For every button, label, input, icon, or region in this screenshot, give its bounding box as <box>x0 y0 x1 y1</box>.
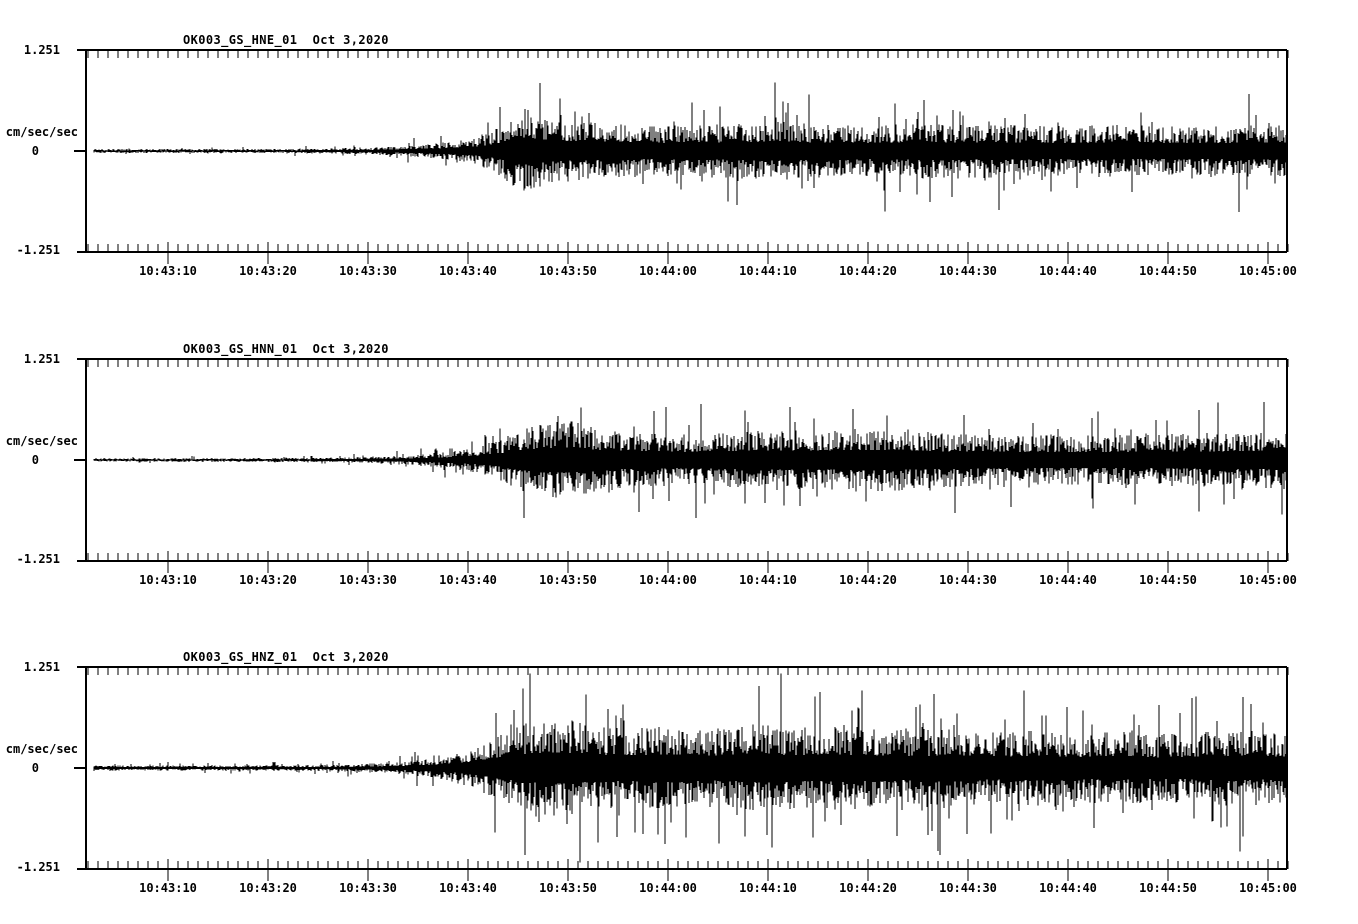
major-ticks <box>167 859 1269 881</box>
minor-ticks <box>87 50 1289 252</box>
major-ticks <box>167 551 1269 573</box>
x-tick-label: 10:43:40 <box>439 881 497 895</box>
x-tick-label: 10:44:30 <box>939 573 997 587</box>
chart-title-hnz: OK003_GS_HNZ_01 Oct 3,2020 <box>183 650 389 664</box>
x-tick-label: 10:43:10 <box>139 264 197 278</box>
plot-frame <box>74 358 1288 562</box>
chart-title-hnn: OK003_GS_HNN_01 Oct 3,2020 <box>183 342 389 356</box>
y-axis-zero-label: 0 <box>31 453 39 467</box>
x-tick-label: 10:44:30 <box>939 264 997 278</box>
y-axis-zero-label: 0 <box>31 144 39 158</box>
waveform-trace <box>93 673 1288 863</box>
y-axis-min-label: -1.251 <box>16 243 60 257</box>
minor-ticks <box>87 667 1289 869</box>
x-tick-label: 10:44:40 <box>1039 881 1097 895</box>
x-tick-label: 10:43:20 <box>239 881 297 895</box>
x-tick-label: 10:44:10 <box>739 573 797 587</box>
y-axis-unit-label: cm/sec/sec <box>5 742 78 756</box>
major-ticks <box>167 242 1269 264</box>
y-axis-max-label: 1.251 <box>23 352 60 366</box>
x-tick-label: 10:44:00 <box>639 573 697 587</box>
x-tick-label: 10:45:00 <box>1239 881 1297 895</box>
x-tick-label: 10:43:20 <box>239 264 297 278</box>
y-axis-unit-label: cm/sec/sec <box>5 434 78 448</box>
waveform-plot-hne <box>74 49 1289 264</box>
x-tick-label: 10:43:10 <box>139 573 197 587</box>
y-axis-unit-label: cm/sec/sec <box>5 125 78 139</box>
seismogram-panel-hnn: OK003_GS_HNN_01 Oct 3,2020 1.251 cm/sec/… <box>0 309 1358 609</box>
x-tick-label: 10:44:20 <box>839 264 897 278</box>
x-tick-label: 10:44:20 <box>839 881 897 895</box>
x-tick-label: 10:44:30 <box>939 881 997 895</box>
x-tick-label: 10:43:50 <box>539 264 597 278</box>
x-tick-label: 10:44:10 <box>739 264 797 278</box>
x-tick-label: 10:44:20 <box>839 573 897 587</box>
seismogram-panel-hnz: OK003_GS_HNZ_01 Oct 3,2020 1.251 cm/sec/… <box>0 617 1358 917</box>
x-tick-label: 10:43:40 <box>439 264 497 278</box>
waveform-plot-hnn <box>74 358 1289 573</box>
x-tick-label: 10:44:00 <box>639 881 697 895</box>
y-axis-max-label: 1.251 <box>23 660 60 674</box>
y-axis-min-label: -1.251 <box>16 552 60 566</box>
x-tick-label: 10:43:20 <box>239 573 297 587</box>
x-tick-label: 10:43:10 <box>139 881 197 895</box>
x-tick-label: 10:44:00 <box>639 264 697 278</box>
x-tick-label: 10:43:50 <box>539 881 597 895</box>
y-axis-min-label: -1.251 <box>16 860 60 874</box>
x-tick-label: 10:44:10 <box>739 881 797 895</box>
x-tick-label: 10:45:00 <box>1239 573 1297 587</box>
plot-frame <box>74 666 1288 870</box>
x-tick-label: 10:43:40 <box>439 573 497 587</box>
y-axis-max-label: 1.251 <box>23 43 60 57</box>
x-tick-label: 10:43:30 <box>339 573 397 587</box>
y-axis-zero-label: 0 <box>31 761 39 775</box>
plot-frame <box>74 49 1288 253</box>
x-tick-label: 10:45:00 <box>1239 264 1297 278</box>
waveform-trace <box>93 82 1288 212</box>
x-tick-label: 10:44:50 <box>1139 573 1197 587</box>
minor-ticks <box>87 359 1289 561</box>
x-tick-label: 10:43:50 <box>539 573 597 587</box>
x-tick-label: 10:44:40 <box>1039 264 1097 278</box>
seismogram-panel-hne: OK003_GS_HNE_01 Oct 3,2020 1.251 cm/sec/… <box>0 0 1358 300</box>
x-tick-label: 10:44:40 <box>1039 573 1097 587</box>
waveform-plot-hnz <box>74 666 1289 881</box>
chart-title-hne: OK003_GS_HNE_01 Oct 3,2020 <box>183 33 389 47</box>
x-tick-label: 10:43:30 <box>339 264 397 278</box>
x-tick-label: 10:44:50 <box>1139 881 1197 895</box>
x-tick-label: 10:43:30 <box>339 881 397 895</box>
x-tick-label: 10:44:50 <box>1139 264 1197 278</box>
waveform-trace <box>93 401 1288 519</box>
